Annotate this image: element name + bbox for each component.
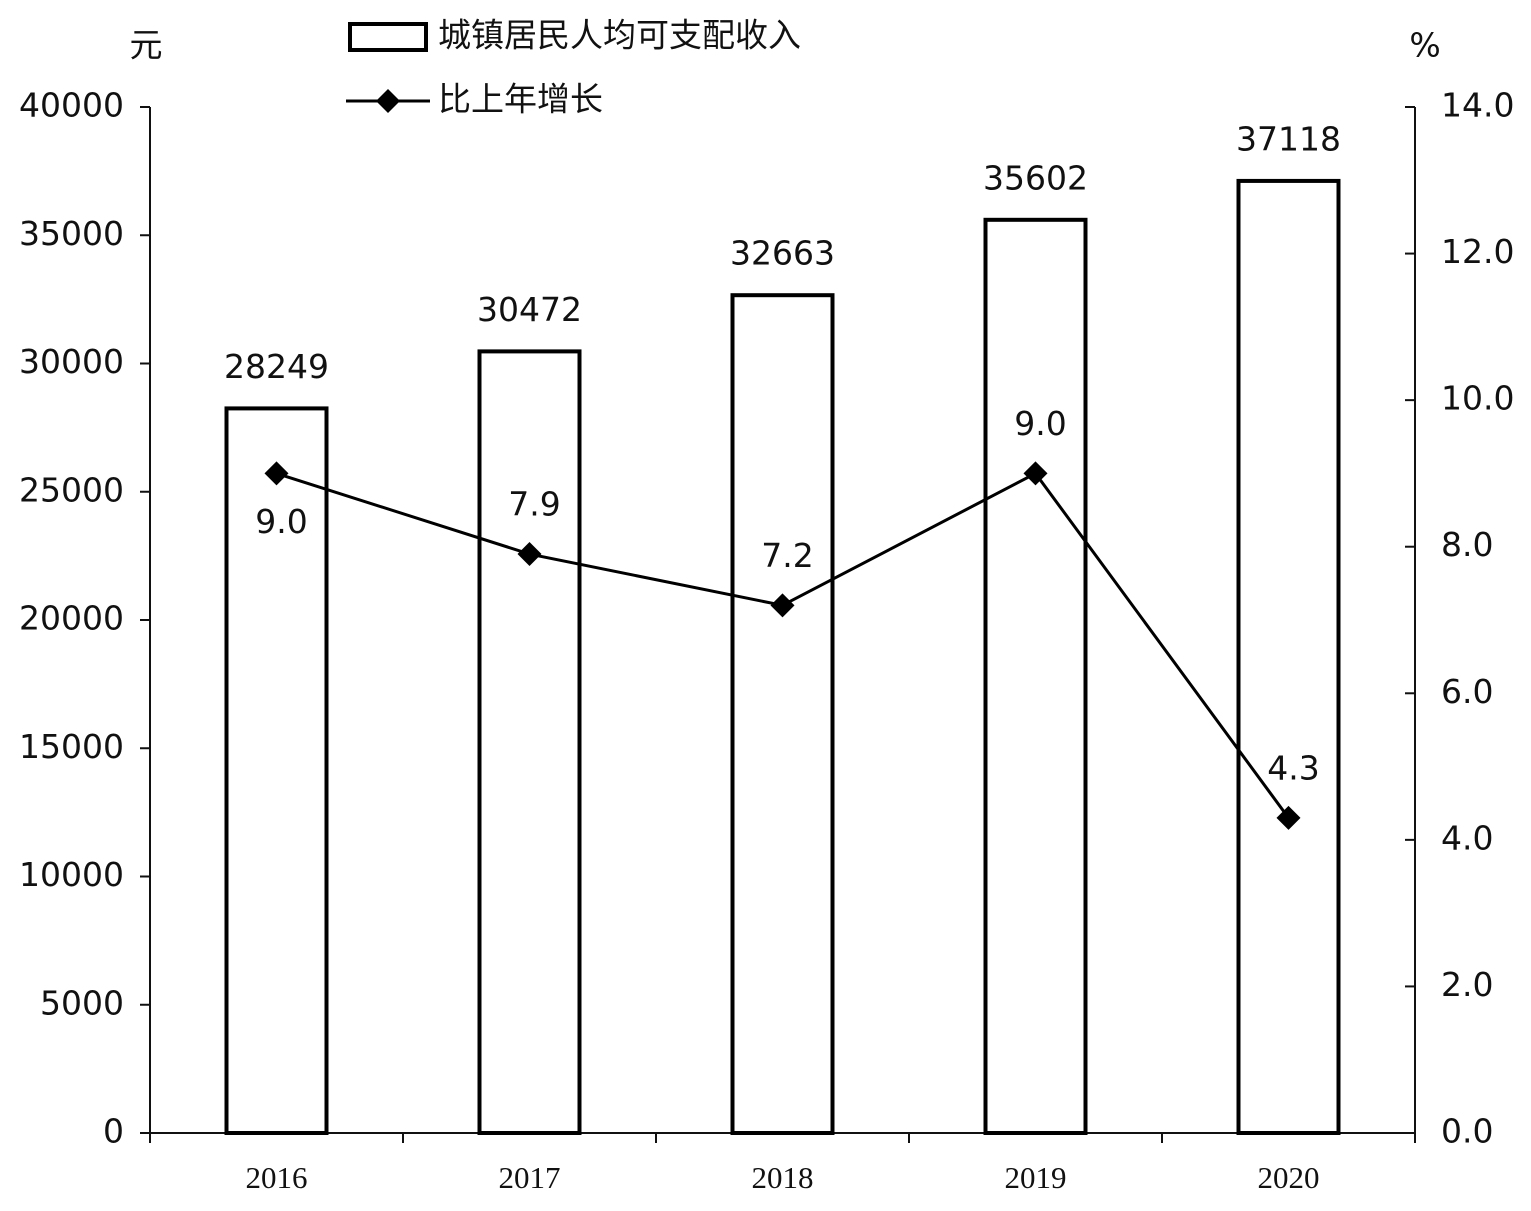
y-tick-label: 30000 <box>19 342 124 381</box>
y-tick-label: 15000 <box>19 727 124 766</box>
bar <box>983 217 1088 1135</box>
bar-value-label: 35602 <box>983 158 1088 197</box>
bar-value-label: 32663 <box>730 234 835 273</box>
y2-tick-label: 6.0 <box>1441 672 1493 711</box>
y2-tick-label: 0.0 <box>1441 1112 1493 1151</box>
bar <box>730 293 835 1136</box>
x-tick-label: 2017 <box>499 1160 561 1195</box>
line-marker <box>1276 805 1301 830</box>
line-value-label: 9.0 <box>1014 404 1066 443</box>
y-tick-label: 35000 <box>19 214 124 253</box>
y2-axis-label: % <box>1409 26 1440 65</box>
y2-tick-label: 2.0 <box>1441 965 1493 1004</box>
x-tick-label: 2019 <box>1005 1160 1067 1195</box>
bar-value-label: 28249 <box>224 347 329 386</box>
line-value-label: 4.3 <box>1267 748 1319 787</box>
y-tick-label: 0 <box>103 1112 124 1151</box>
line-marker <box>264 461 289 486</box>
line-value-label: 7.2 <box>761 536 813 575</box>
bar <box>224 406 329 1135</box>
y-tick-label: 25000 <box>19 470 124 509</box>
line-value-label: 7.9 <box>508 485 560 524</box>
x-tick-label: 2020 <box>1258 1160 1320 1195</box>
y-tick-label: 40000 <box>19 86 124 125</box>
y-tick-label: 5000 <box>40 983 124 1022</box>
bar-value-label: 37118 <box>1236 119 1341 158</box>
y-tick-label: 10000 <box>19 855 124 894</box>
y2-tick-label: 14.0 <box>1441 86 1514 125</box>
x-tick-label: 2018 <box>752 1160 814 1195</box>
legend-swatch <box>348 22 428 52</box>
y2-tick-label: 12.0 <box>1441 232 1514 271</box>
line-marker <box>1023 461 1048 486</box>
line-value-label: 9.0 <box>255 502 307 541</box>
line-marker <box>517 542 542 567</box>
bar <box>477 349 582 1135</box>
y2-tick-label: 10.0 <box>1441 379 1514 418</box>
x-tick-label: 2016 <box>246 1160 308 1195</box>
y-tick-label: 20000 <box>19 599 124 638</box>
y-axis-label: 元 <box>130 26 163 65</box>
y2-tick-label: 4.0 <box>1441 818 1493 857</box>
legend-label: 比上年增长 <box>438 80 603 119</box>
line-marker <box>770 593 795 618</box>
y2-tick-label: 8.0 <box>1441 525 1493 564</box>
legend-marker <box>376 89 400 113</box>
legend-label: 城镇居民人均可支配收入 <box>438 16 801 55</box>
bar <box>1236 178 1341 1136</box>
bar-value-label: 30472 <box>477 290 582 329</box>
